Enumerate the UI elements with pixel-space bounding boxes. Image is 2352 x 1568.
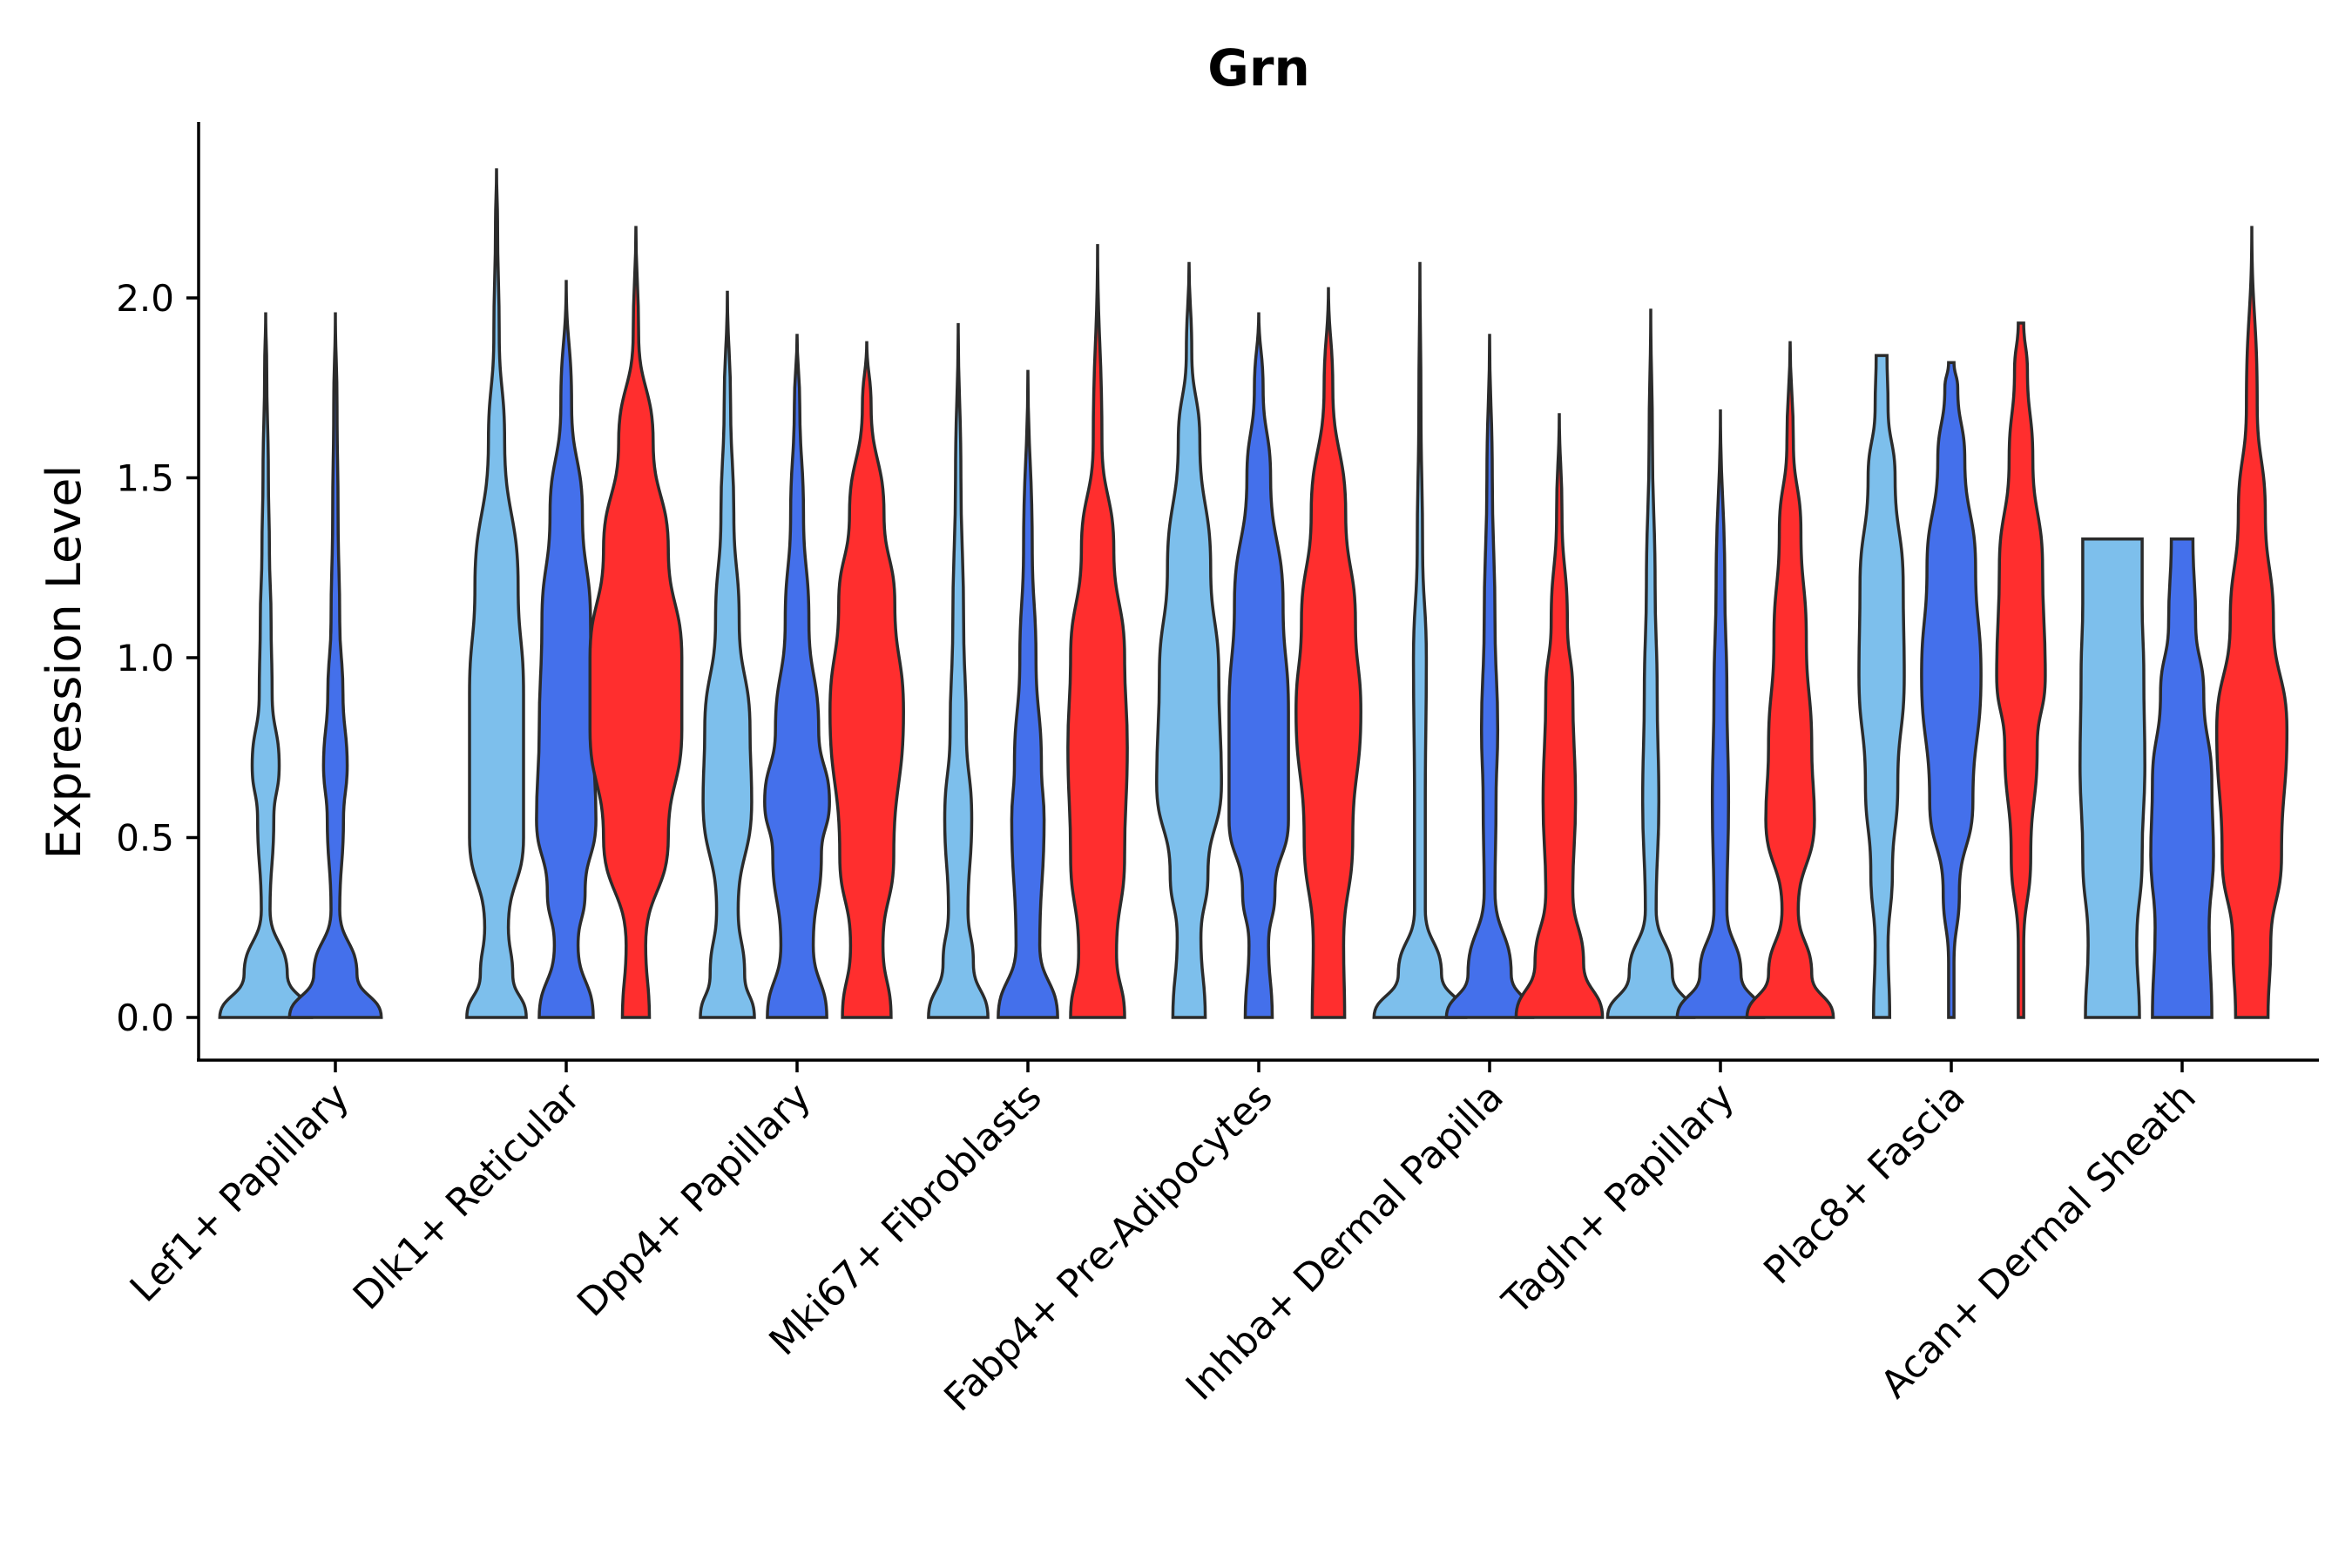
violin-7-group1 xyxy=(1857,354,1906,1019)
violin-7-group2 xyxy=(1920,361,1983,1019)
violin-4-group1 xyxy=(1155,260,1223,1019)
x-tick-label: Lef1+ Papillary xyxy=(122,1075,358,1311)
y-ticks: 0.0 0.5 1.0 1.5 2.0 xyxy=(116,277,199,1039)
violin-1-group1 xyxy=(465,166,528,1019)
y-tick-label: 2.0 xyxy=(116,277,174,320)
violin-6-group1 xyxy=(1605,307,1696,1019)
violin-8-group3 xyxy=(2214,224,2289,1019)
violin-4-group2 xyxy=(1227,310,1290,1019)
chart-title: Grn xyxy=(1207,38,1310,98)
violin-8-group1 xyxy=(2078,537,2146,1019)
violin-8-group2 xyxy=(2149,537,2215,1019)
violin-group xyxy=(218,166,2289,1019)
violin-2-group2 xyxy=(763,332,831,1019)
violin-5-group1 xyxy=(1372,260,1468,1019)
y-axis-label: Expression Level xyxy=(37,465,91,860)
y-tick-label: 0.0 xyxy=(116,997,174,1039)
violin-2-group1 xyxy=(699,288,756,1019)
x-tick-label: Dpp4+ Papillary xyxy=(569,1075,820,1326)
violin-0-group1 xyxy=(218,310,314,1019)
violin-2-group3 xyxy=(828,339,905,1019)
violin-6-group3 xyxy=(1745,339,1835,1019)
y-tick-label: 1.0 xyxy=(116,637,174,679)
violin-0-group2 xyxy=(287,310,383,1019)
violin-5-group3 xyxy=(1514,411,1605,1019)
violin-3-group3 xyxy=(1066,242,1129,1019)
violin-1-group2 xyxy=(535,277,598,1019)
y-tick-label: 0.5 xyxy=(116,817,174,860)
violin-3-group2 xyxy=(997,368,1059,1019)
violin-3-group1 xyxy=(927,321,990,1019)
x-tick-label: Plac8+ Fascia xyxy=(1755,1075,1974,1294)
violin-4-group3 xyxy=(1294,285,1362,1019)
x-tick-label: Dlk1+ Reticular xyxy=(345,1074,590,1319)
violin-5-group2 xyxy=(1444,332,1535,1019)
y-tick-label: 1.5 xyxy=(116,457,174,500)
violin-7-group3 xyxy=(1995,321,2047,1019)
violin-6-group2 xyxy=(1675,409,1766,1019)
x-tick-label: Tagln+ Papillary xyxy=(1494,1075,1743,1324)
violin-1-group3 xyxy=(588,226,684,1019)
